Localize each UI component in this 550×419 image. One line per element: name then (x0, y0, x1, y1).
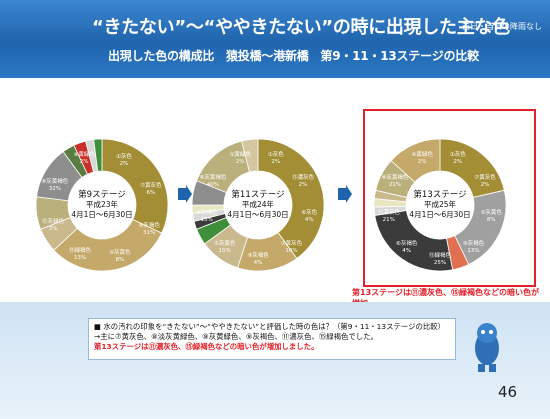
summary-box: ■ 水の汚れの印象を“きたない”～“ややきたない”と評価した時の色は？（第9・1… (88, 318, 456, 360)
slice-label: 15% (218, 248, 230, 254)
summary-line-3: 第13ステージは⑪濃灰色、⑮緑褐色などの暗い色が増加しました。 (94, 342, 319, 351)
slice-label: 4% (254, 260, 263, 266)
arrow-right-icon (338, 185, 352, 203)
summary-line-1: ■ 水の汚れの印象を“きたない”～“ややきたない”と評価した時の色は？（第9・1… (94, 322, 446, 331)
slice-label: 4% (402, 248, 411, 254)
slice-label: ⑤灰黄色 (109, 248, 131, 256)
slice-label: 32% (49, 186, 61, 192)
slice-label: ①黄緑色 (229, 150, 251, 158)
slice-label: ⑦黄灰色 (140, 181, 162, 189)
pie-slice (53, 218, 163, 272)
slice-label: 8% (115, 257, 124, 263)
slice-label: ⑨灰褐色 (463, 239, 485, 247)
page-title: “きたない”～“ややきたない”の時に出現した主な色 (92, 17, 510, 38)
slice-label: 10% (285, 248, 297, 254)
slice-label: ⑧灰黄褐色 (199, 173, 226, 181)
slice-label: 2% (453, 159, 462, 165)
slice-label: ⑪濃灰色 (378, 208, 401, 216)
page-subtitle: 出現した色の構成比 猿投橋～港新橋 第9・11・13ステージの比較 (108, 49, 479, 63)
chart-center-label: 4月1日～6月30日 (71, 210, 132, 219)
slice-label: ⑤灰黄色 (214, 239, 236, 247)
slice-label: 31% (143, 230, 155, 236)
charts-area: 第9ステージ 平成23年 4月1日～6月30日 ④黄緑色 2% ①灰色 2% ⑦黄灰色 6% ⑨灰… (0, 95, 550, 300)
page-number: 46 (498, 383, 518, 401)
slice-label: 40% (207, 182, 219, 188)
slice-label: 2% (236, 159, 245, 165)
slice-label: 2% (418, 159, 427, 165)
slice-label: ①灰色 (450, 150, 466, 158)
chart-center-label: 第9ステージ (78, 189, 126, 200)
pie-slice (390, 138, 441, 183)
pie-charts-svg: 第9ステージ平成23年4月1日～6月30日④黄緑色2%①灰色2%⑦黄灰色6%⑨灰… (35, 138, 507, 272)
chart-center-label: 第13ステージ (413, 189, 466, 200)
slice-label: 2% (271, 159, 280, 165)
slice-label: ⑦黄灰色 (474, 173, 496, 181)
chart-center-label: 第11ステージ (231, 189, 284, 200)
slice-label: 2% (120, 161, 129, 167)
pie-slice (241, 138, 259, 173)
slice-label: ⑫灰緑色 (42, 217, 65, 225)
header-banner: “きたない”～“ややきたない”の時に出現した主な色 前日・当日の降雨なし 出現し… (0, 0, 550, 78)
chart-center-label: 4月1日～6月30日 (227, 210, 288, 219)
slice-label: ⑧灰黄褐色 (41, 177, 68, 185)
slice-label: 13% (74, 255, 86, 261)
slice-label: 13% (467, 248, 479, 254)
chart-center-label: 4月1日～6月30日 (409, 210, 470, 219)
slice-label: ⑨灰褐色 (138, 221, 160, 229)
slice-label: 4% (305, 217, 314, 223)
slice-label: 21% (383, 217, 395, 223)
slice-label: 25% (434, 260, 446, 266)
slice-label: ①灰色 (116, 152, 132, 160)
chart-center-label: 平成24年 (242, 199, 275, 209)
slice-label: 8% (487, 217, 496, 223)
title-note: 前日・当日の降雨なし (462, 22, 542, 31)
slice-label: ④黄緑色 (411, 150, 433, 158)
slice-label: ⑮緑褐色 (429, 251, 452, 259)
summary-line-2: →主に⑦黄灰色、⑧淡灰黄緑色、⑨灰黄緑色、⑨灰褐色、⑪濃灰色、⑮緑褐色でした。 (94, 332, 378, 341)
chart-center-label: 平成23年 (86, 199, 119, 209)
slice-label: ⑦黄灰色 (281, 239, 303, 247)
slice-label: 2% (299, 182, 308, 188)
slice-label: 6% (146, 190, 155, 196)
slice-label: 3% (49, 226, 58, 232)
pie-slice (101, 138, 169, 234)
slice-label: ⑨灰褐色 (247, 251, 269, 259)
arrow-right-icon (178, 185, 192, 203)
slice-label: 2% (80, 159, 89, 165)
pie-slice (257, 138, 325, 259)
pie-slice (93, 138, 103, 172)
slice-label: 21% (389, 182, 401, 188)
slice-label: ⑥灰褐色 (396, 239, 418, 247)
slice-label: ⑤灰黄色 (480, 208, 502, 216)
slice-label: 2% (481, 182, 490, 188)
slice-label: ⑨灰褐色 (196, 208, 218, 216)
slice-label: ⑮緑褐色 (69, 246, 92, 254)
highlight-box (363, 109, 536, 287)
chart-center-label: 平成25年 (424, 199, 457, 209)
slice-label: ④黄緑色 (73, 150, 95, 158)
slice-label: ⑬濃灰色 (292, 173, 315, 181)
slice-label: ①灰色 (268, 150, 284, 158)
slice-label: ⑧灰黄褐色 (381, 173, 408, 181)
mascot-icon (475, 323, 499, 372)
slice-label: ⑥灰色 (301, 208, 317, 216)
slice-label: 15% (201, 217, 213, 223)
